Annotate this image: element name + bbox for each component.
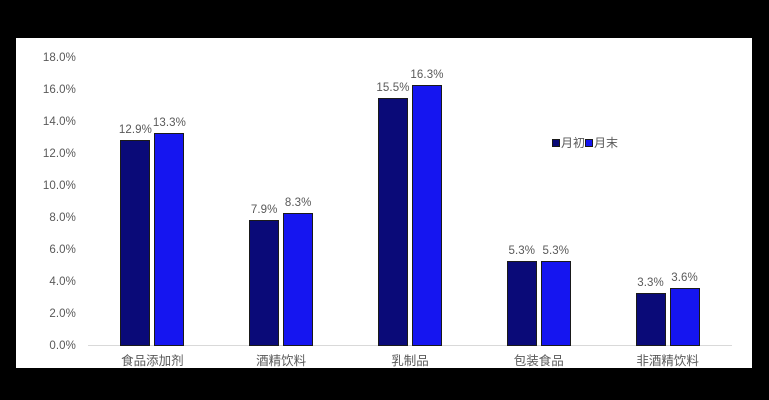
bar-月末-酒精饮料[interactable] <box>283 213 314 346</box>
x-axis-category-label: 食品添加剂 <box>121 354 184 368</box>
bar-月初-乳制品[interactable] <box>377 98 408 346</box>
chart-legend: 月初 月末 <box>552 134 618 151</box>
plot-area: 12.9% 13.3% 7.9% 8.3% 15.5% 16.3% 5.3% 5.3% 3.3%… <box>88 58 732 346</box>
y-axis-tick-label: 4.0% <box>49 276 76 288</box>
y-axis-tick-label: 0.0% <box>49 340 76 352</box>
legend-label: 月末 <box>594 136 619 150</box>
x-axis-line <box>88 345 732 346</box>
bar-slot: 15.5% <box>376 58 410 346</box>
bar-slot: 12.9% <box>118 58 152 346</box>
bar-value-label: 3.3% <box>637 277 664 290</box>
x-axis-category-label: 乳制品 <box>391 354 429 368</box>
y-axis-tick-label: 18.0% <box>42 52 76 64</box>
legend-label: 月初 <box>561 136 586 150</box>
bar-value-label: 8.3% <box>284 197 312 210</box>
bar-slot: 3.3% <box>635 58 666 346</box>
y-axis-tick-label: 14.0% <box>42 116 76 128</box>
bar-月初-食品添加剂[interactable] <box>120 139 151 346</box>
bar-月末-乳制品[interactable] <box>411 85 442 346</box>
bar-月初-包装食品[interactable] <box>506 261 537 346</box>
y-axis-tick-label: 8.0% <box>49 212 76 224</box>
chart-plot-background: 0.0% 2.0% 4.0% 6.0% 8.0% 10.0% 12.0% 14.0% 16.0%… <box>16 38 752 368</box>
bar-group: 3.3% 3.6% <box>603 58 732 346</box>
bar-value-label: 13.3% <box>152 117 186 130</box>
bar-value-label: 3.6% <box>671 272 698 285</box>
legend-entry-月初[interactable]: 月初 <box>552 134 585 151</box>
bar-value-label: 12.9% <box>118 123 152 136</box>
bar-slot: 7.9% <box>249 58 280 346</box>
bar-group: 15.5% 16.3% <box>346 58 475 346</box>
bar-group: 5.3% 5.3% <box>474 58 603 346</box>
y-axis: 0.0% 2.0% 4.0% 6.0% 8.0% 10.0% 12.0% 14.0% 16.0%… <box>16 52 82 352</box>
bar-slot: 5.3% <box>506 58 537 346</box>
y-axis-tick-label: 12.0% <box>42 148 76 160</box>
bar-group: 12.9% 13.3% <box>88 58 217 346</box>
legend-swatch-icon <box>585 138 594 147</box>
bar-月末-包装食品[interactable] <box>540 261 571 346</box>
x-axis-category-labels: 食品添加剂 酒精饮料 乳制品 包装食品 非酒精饮料 <box>88 350 732 374</box>
bar-slot: 13.3% <box>152 58 186 346</box>
y-axis-tick-label: 16.0% <box>42 84 76 96</box>
legend-swatch-icon <box>552 138 560 147</box>
bar-月末-食品添加剂[interactable] <box>154 133 185 346</box>
x-axis-category-label: 非酒精饮料 <box>636 354 699 368</box>
y-axis-tick-label: 10.0% <box>42 180 76 192</box>
y-axis-tick-label: 6.0% <box>49 244 76 256</box>
bar-value-label: 16.3% <box>410 69 444 82</box>
legend-entry-月末[interactable]: 月末 <box>585 134 618 151</box>
bar-月初-酒精饮料[interactable] <box>249 219 280 346</box>
bar-value-label: 7.9% <box>250 203 278 216</box>
bar-group: 7.9% 8.3% <box>217 58 346 346</box>
bar-slot: 16.3% <box>410 58 444 346</box>
bar-月末-非酒精饮料[interactable] <box>669 288 700 346</box>
bar-月初-非酒精饮料[interactable] <box>635 293 666 346</box>
bar-slot: 5.3% <box>540 58 571 346</box>
bar-value-label: 15.5% <box>376 82 410 94</box>
bar-slot: 8.3% <box>283 58 314 346</box>
y-axis-tick-label: 2.0% <box>49 308 76 320</box>
x-axis-category-label: 包装食品 <box>513 354 564 368</box>
x-axis-category-label: 酒精饮料 <box>256 354 307 368</box>
bar-value-label: 5.3% <box>542 245 570 258</box>
bar-value-label: 5.3% <box>508 245 536 258</box>
bar-slot: 3.6% <box>669 58 700 346</box>
